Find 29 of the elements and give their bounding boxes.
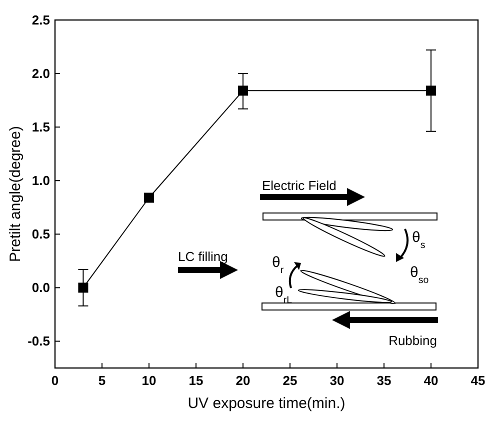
y-tick-label: 1.5 (32, 120, 50, 135)
annotation: Electric Field (262, 178, 336, 193)
y-axis-title: Pretilt angle(degree) (7, 126, 24, 262)
point (78, 282, 88, 293)
y-tick-label: 0.5 (32, 226, 50, 242)
x-tick-label: 35 (376, 373, 392, 388)
annotation: θ$_{so}$ (410, 264, 430, 286)
annotation: LC filling (178, 249, 228, 264)
x-tick-label: 40 (424, 373, 438, 388)
y-tick-label: 0.0 (32, 280, 50, 296)
annotation: θ$_{r}$ (272, 254, 284, 276)
y-tick-label: -0.5 (28, 334, 50, 349)
x-axis-title: UV exposure time(min.) (188, 395, 346, 412)
x-tick-label: 25 (282, 373, 298, 388)
point (144, 192, 154, 203)
x-tick-label: 15 (188, 373, 204, 388)
annotation: Rubbing (388, 333, 437, 348)
y-tick-label: 2.0 (32, 66, 50, 82)
x-tick-label: 30 (330, 373, 344, 388)
x-tick-label: 45 (470, 373, 485, 388)
point (238, 86, 248, 96)
x-tick-label: 20 (236, 373, 250, 388)
x-tick-label: 0 (51, 373, 59, 388)
y-tick-label: 1.0 (32, 173, 50, 188)
annotation: θ$_{s}$ (412, 229, 426, 250)
x-tick-label: 10 (142, 373, 156, 388)
y-tick-label: 2.5 (32, 12, 50, 28)
x-tick-label: 5 (98, 373, 106, 388)
point (426, 86, 436, 96)
